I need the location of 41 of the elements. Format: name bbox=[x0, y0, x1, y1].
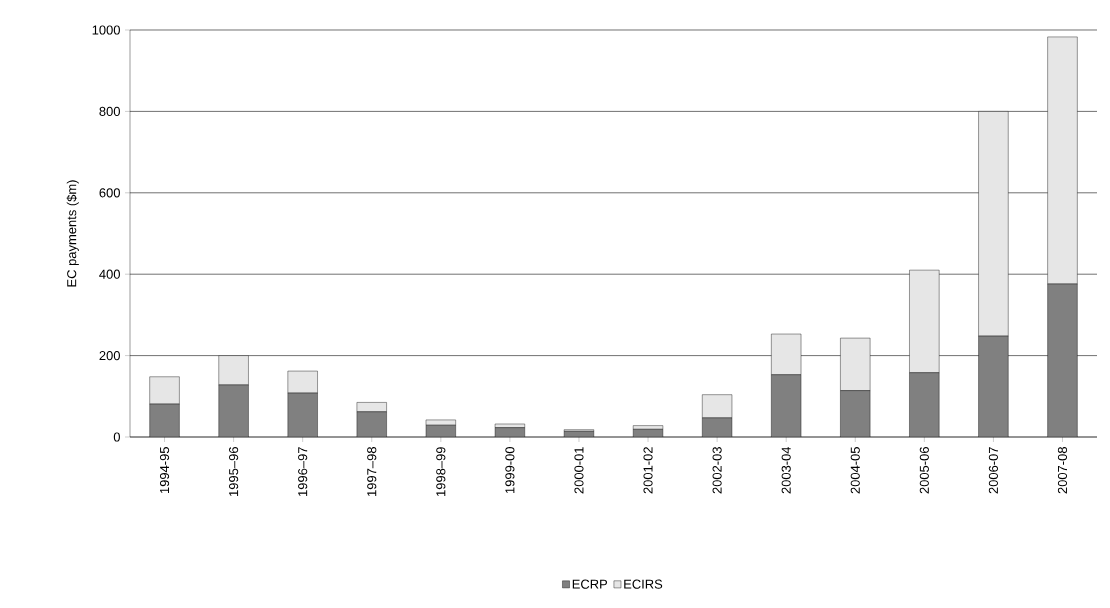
x-tick-label: 1997–98 bbox=[367, 447, 377, 496]
bar bbox=[1047, 283, 1078, 437]
bar bbox=[909, 372, 940, 437]
bar bbox=[632, 425, 664, 430]
bar bbox=[149, 404, 180, 437]
x-tick-label: 1999-00 bbox=[505, 447, 515, 494]
bar bbox=[356, 411, 387, 437]
x-tick-label: 1996–97 bbox=[298, 447, 308, 496]
x-tick-label: 1995–96 bbox=[229, 447, 239, 496]
bar bbox=[978, 336, 1009, 437]
x-tick-label: 2001-02 bbox=[643, 447, 653, 494]
x-tick-label: 2005-06 bbox=[919, 447, 929, 494]
bar bbox=[218, 355, 249, 386]
x-tick-label: 2000-01 bbox=[574, 447, 584, 494]
y-tick-label: 800 bbox=[99, 106, 120, 116]
y-tick-label: 200 bbox=[99, 351, 120, 361]
bar bbox=[840, 390, 871, 437]
bar bbox=[702, 394, 733, 419]
x-tick-label: 2007-08 bbox=[1057, 447, 1068, 494]
x-tick-label: 1994-95 bbox=[159, 447, 170, 494]
legend-label: ECRP bbox=[572, 579, 608, 589]
x-tick-label: 2004-05 bbox=[850, 447, 860, 494]
y-tick-label: 0 bbox=[113, 432, 120, 442]
y-tick-label: 600 bbox=[99, 188, 120, 198]
bar bbox=[356, 402, 387, 412]
bar bbox=[771, 333, 802, 375]
legend-label: ECIRS bbox=[624, 579, 663, 589]
y-tick-label: 400 bbox=[99, 269, 120, 279]
bar bbox=[218, 384, 249, 437]
x-tick-label: 2002-03 bbox=[712, 447, 722, 494]
bar bbox=[494, 423, 525, 428]
x-tick-label: 2006-07 bbox=[988, 447, 998, 494]
y-tick-label: 1000 bbox=[92, 25, 120, 35]
bar bbox=[425, 419, 456, 426]
bar bbox=[287, 393, 318, 437]
bar bbox=[771, 374, 802, 437]
x-tick-label: 1998–99 bbox=[436, 447, 446, 496]
bar bbox=[287, 370, 318, 394]
bar bbox=[840, 337, 871, 391]
y-axis-title: EC payments ($m) bbox=[66, 180, 79, 287]
x-tick-label: 2003-04 bbox=[781, 446, 791, 494]
